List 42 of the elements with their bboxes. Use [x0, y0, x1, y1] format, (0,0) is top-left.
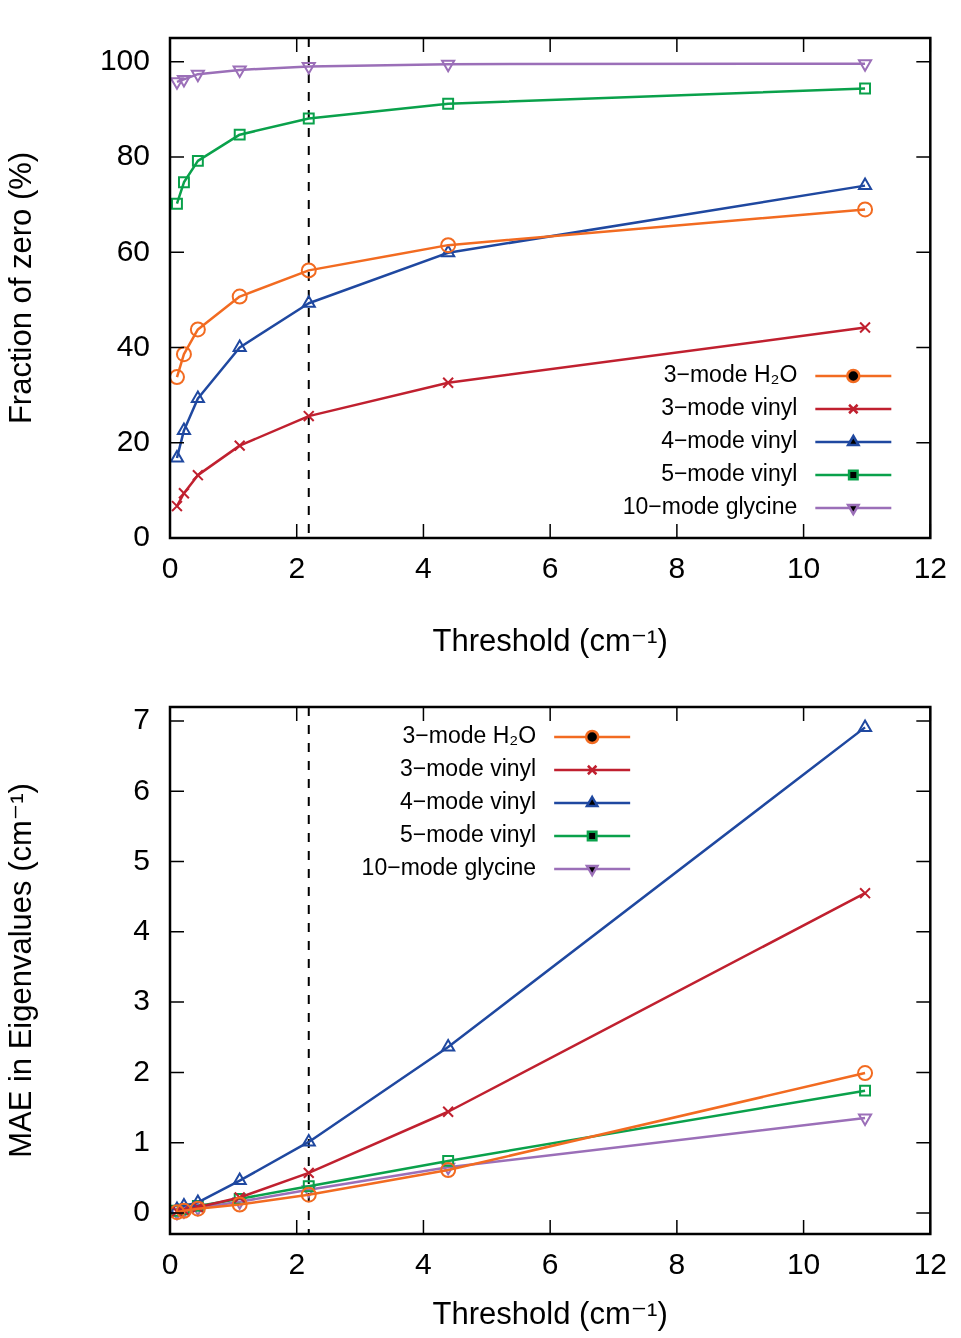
legend-label: 3−mode vinyl [661, 394, 798, 421]
legend-label: 3−mode H₂O [402, 722, 537, 749]
x-tick-label: 2 [288, 1247, 306, 1281]
legend-label: 10−mode glycine [622, 493, 798, 520]
legend-label: 4−mode vinyl [399, 788, 537, 815]
y-tick-label: 60 [116, 233, 150, 267]
y-tick-label: 6 [133, 772, 150, 806]
y-tick-label: 7 [133, 702, 150, 736]
x-tick-label: 10 [786, 551, 821, 585]
y-axis-title: MAE in Eigenvalues (cm⁻¹) [3, 783, 39, 1158]
legend-label: 3−mode H₂O [663, 361, 798, 388]
legend-label: 10−mode glycine [361, 854, 537, 881]
y-tick-label: 20 [116, 424, 150, 458]
x-tick-label: 10 [786, 1247, 821, 1281]
x-tick-label: 8 [668, 1247, 686, 1281]
x-tick-label: 4 [415, 1247, 432, 1281]
x-tick-label: 4 [415, 551, 432, 585]
legend-label: 4−mode vinyl [661, 427, 798, 454]
x-tick-label: 0 [161, 1247, 179, 1281]
x-axis-title: Threshold (cm⁻¹) [432, 1295, 668, 1331]
x-tick-label: 0 [161, 551, 179, 585]
legend-label: 5−mode vinyl [399, 821, 537, 848]
x-tick-label: 8 [668, 551, 686, 585]
y-tick-label: 2 [133, 1053, 150, 1087]
y-tick-label: 80 [116, 138, 150, 172]
x-tick-label: 6 [541, 551, 559, 585]
x-tick-label: 6 [541, 1247, 559, 1281]
legend-label: 5−mode vinyl [661, 460, 798, 487]
x-axis-title: Threshold (cm⁻¹) [432, 622, 668, 658]
y-tick-label: 100 [99, 43, 150, 77]
y-axis-title: Fraction of zero (%) [3, 151, 39, 425]
y-tick-label: 3 [133, 983, 150, 1017]
y-tick-label: 0 [133, 1194, 150, 1228]
y-tick-label: 40 [116, 328, 150, 362]
y-tick-label: 1 [133, 1123, 150, 1157]
y-tick-label: 5 [133, 842, 150, 876]
legend-label: 3−mode vinyl [399, 755, 537, 782]
x-tick-label: 12 [913, 551, 947, 585]
x-tick-label: 12 [913, 1247, 947, 1281]
x-tick-label: 2 [288, 551, 306, 585]
y-tick-label: 0 [133, 519, 150, 553]
y-tick-label: 4 [133, 913, 150, 947]
